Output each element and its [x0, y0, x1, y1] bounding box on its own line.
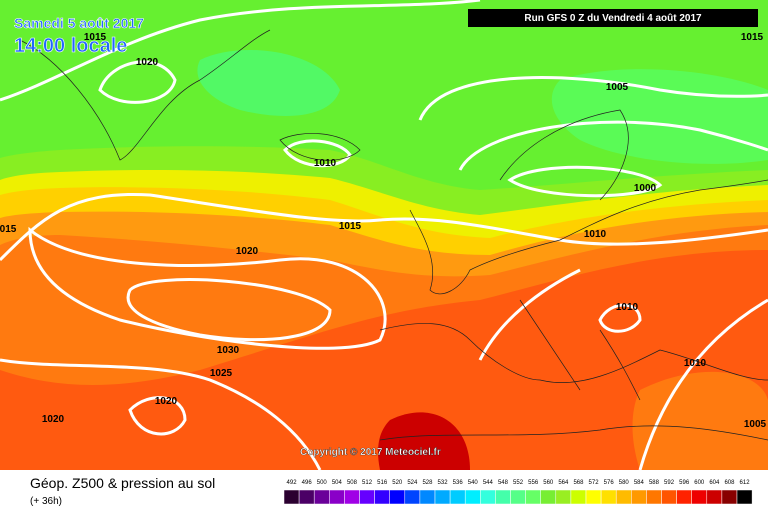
legend-swatch	[615, 489, 632, 505]
legend-label: 524	[407, 480, 418, 486]
legend-swatch	[464, 489, 481, 505]
isobar-label: 1015	[84, 32, 107, 43]
legend-swatch	[631, 489, 647, 505]
legend: 492 496 500 504 508 512 516 520 524 528 532 536 540 5…	[283, 480, 753, 505]
isobar-label: 1020	[236, 246, 259, 257]
legend-label: 504	[332, 480, 343, 486]
field	[0, 0, 768, 470]
legend-label: 520	[392, 480, 403, 486]
coastlines	[19, 29, 768, 441]
legend-label: 604	[709, 480, 720, 486]
legend-swatch	[344, 489, 360, 505]
run-info: Run GFS 0 Z du Vendredi 4 août 2017	[524, 13, 702, 24]
isobar-label: 1010	[314, 158, 337, 169]
legend-swatch	[646, 489, 662, 505]
legend-label: 572	[589, 480, 600, 486]
isobar-label: 1000	[634, 183, 657, 194]
legend-label: 516	[377, 480, 388, 486]
legend-swatch	[434, 489, 451, 505]
legend-label: 500	[317, 480, 328, 486]
legend-swatch	[329, 489, 345, 505]
legend-label: 552	[513, 480, 524, 486]
legend-swatch	[480, 489, 496, 505]
legend-label: 580	[619, 480, 630, 486]
legend-swatch	[313, 489, 330, 505]
isobar-label: 1005	[744, 419, 767, 430]
legend-swatch	[570, 489, 587, 505]
legend-label: 548	[498, 480, 509, 486]
legend-label: 532	[438, 480, 449, 486]
legend-swatch	[525, 489, 541, 505]
legend-swatch	[585, 489, 602, 505]
isobar-label: 1015	[741, 32, 764, 43]
isobar-label: 1020	[42, 414, 65, 425]
legend-swatch	[706, 489, 723, 505]
legend-swatch	[721, 489, 738, 505]
legend-label: 568	[573, 480, 584, 486]
legend-swatch	[283, 489, 300, 505]
legend-swatch	[600, 489, 617, 505]
legend-label: 592	[664, 480, 675, 486]
legend-label: 508	[347, 480, 358, 486]
isobar-label: 1010	[584, 229, 607, 240]
time: 14:00 locale	[14, 35, 127, 57]
legend-label: 536	[453, 480, 464, 486]
legend-label: 556	[528, 480, 539, 486]
isobar-label: 1030	[217, 345, 240, 356]
legend-label: 496	[302, 480, 313, 486]
legend-label: 560	[543, 480, 554, 486]
isobar-labels: 1015 1020 1015 1005 1010 1000 015 1015 1020 1010 1…	[0, 32, 767, 430]
legend-swatch	[359, 489, 375, 505]
footer-lead: (+ 36h)	[30, 496, 62, 507]
date: Samedi 5 août 2017	[14, 15, 144, 31]
copyright: Copyright © 2017 Meteociel.fr	[300, 447, 441, 458]
legend-swatch	[389, 489, 406, 505]
isobar-label: 1010	[616, 302, 639, 313]
legend-swatch	[555, 489, 572, 505]
isobar-label: 1005	[606, 82, 629, 93]
legend-swatch	[736, 489, 753, 505]
isobar-label: 1025	[210, 368, 233, 379]
legend-label: 564	[558, 480, 569, 486]
legend-swatch	[419, 489, 436, 505]
legend-label: 596	[679, 480, 690, 486]
legend-swatch	[510, 489, 526, 505]
legend-swatch	[691, 489, 708, 505]
legend-label: 512	[362, 480, 373, 486]
legend-swatch	[540, 489, 557, 505]
legend-label: 540	[468, 480, 479, 486]
footer-title: Géop. Z500 & pression au sol	[30, 475, 215, 491]
legend-swatch	[495, 489, 511, 505]
isobar-label: 1020	[136, 57, 159, 68]
legend-label: 492	[287, 480, 298, 486]
legend-label: 544	[483, 480, 494, 486]
run-box	[468, 9, 758, 27]
isobar-lines	[0, 0, 768, 471]
legend-label: 588	[649, 480, 660, 486]
legend-label: 608	[724, 480, 735, 486]
legend-swatch	[449, 489, 466, 505]
legend-swatch	[298, 489, 315, 505]
legend-swatch	[404, 489, 421, 505]
legend-swatch	[676, 489, 692, 505]
legend-swatch	[661, 489, 677, 505]
isobar-label: 1015	[339, 221, 362, 232]
isobar-label: 015	[0, 224, 17, 235]
legend-label: 528	[422, 480, 433, 486]
isobar-label: 1010	[684, 358, 707, 369]
legend-label: 576	[604, 480, 615, 486]
legend-label: 600	[694, 480, 705, 486]
legend-label: 584	[634, 480, 645, 486]
isobar-label: 1020	[155, 396, 178, 407]
legend-label: 612	[740, 480, 751, 486]
legend-swatch	[374, 489, 390, 505]
